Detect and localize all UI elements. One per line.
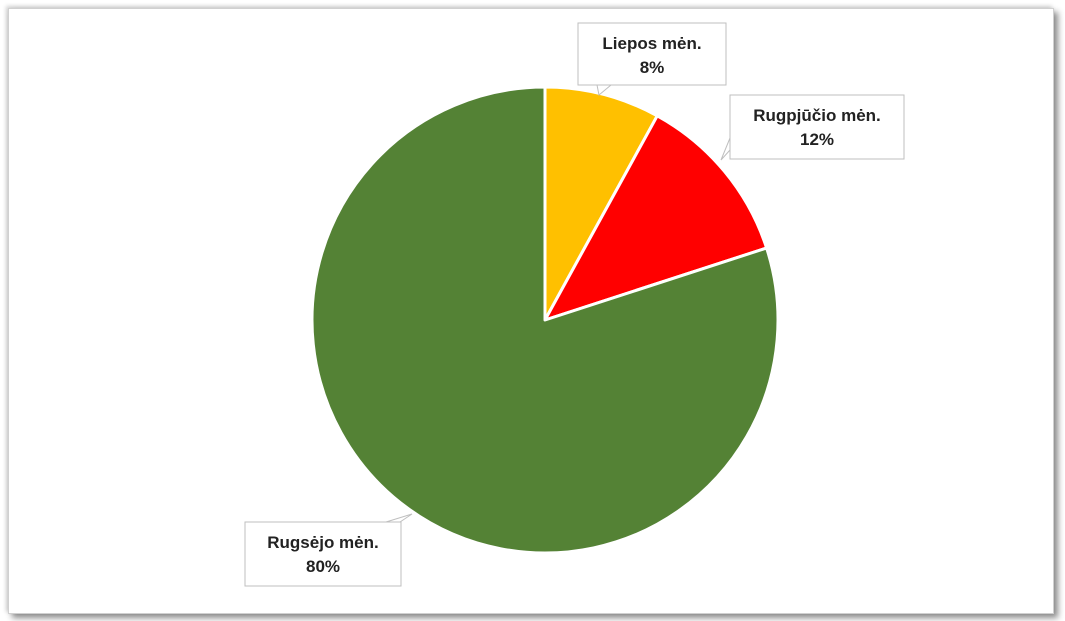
data-label-box <box>244 521 402 587</box>
data-label-value: 12% <box>800 130 834 149</box>
data-label-pointer <box>596 84 613 96</box>
data-label-1: Liepos mėn. 8% <box>577 22 727 96</box>
data-label-value: 80% <box>306 557 340 576</box>
data-label-category: Rugpjūčio mėn. <box>753 106 881 125</box>
data-label-pointer <box>720 137 731 161</box>
pie-slice-1 <box>543 85 659 322</box>
pie-slice-3 <box>310 85 780 555</box>
data-label-pointer <box>385 513 413 523</box>
data-label-3: Rugsėjo mėn. 80% <box>244 513 413 587</box>
data-label-category: Liepos mėn. <box>602 34 701 53</box>
data-label-box <box>577 22 727 86</box>
data-label-category: Rugsėjo mėn. <box>267 533 378 552</box>
pie-slice-2 <box>543 114 769 322</box>
pie-callouts: Liepos mėn. 8% Rugpjūčio mėn. 12% Rugsėjo mė… <box>244 22 905 587</box>
data-label-2: Rugpjūčio mėn. 12% <box>720 94 905 161</box>
data-label-box <box>729 94 905 160</box>
data-label-value: 8% <box>640 58 665 77</box>
pie-slices <box>310 85 780 555</box>
